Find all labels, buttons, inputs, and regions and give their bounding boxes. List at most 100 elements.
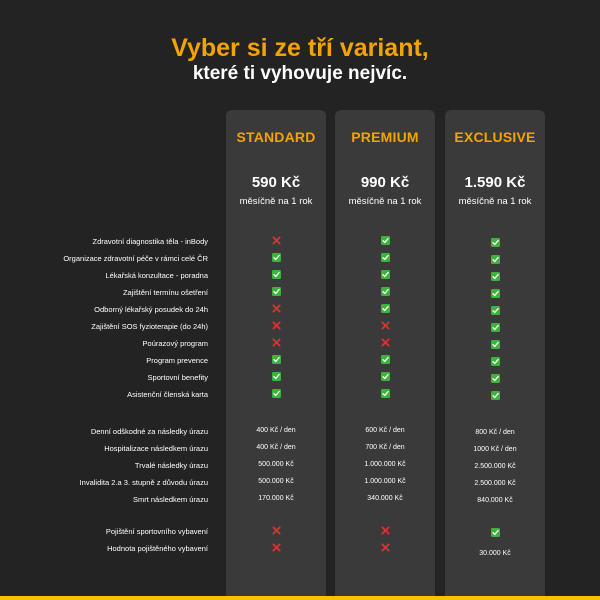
cross-icon bbox=[380, 543, 390, 552]
table-cell bbox=[226, 543, 326, 553]
row-label: Hospitalizace následkem úrazu bbox=[104, 444, 208, 453]
cross-icon bbox=[271, 543, 281, 552]
check-icon bbox=[490, 340, 500, 349]
check-icon bbox=[380, 287, 390, 296]
row-label: Hodnota pojištěného vybavení bbox=[107, 544, 208, 553]
check-icon bbox=[490, 289, 500, 298]
cross-icon bbox=[271, 321, 281, 330]
table-cell: 340.000 Kč bbox=[335, 494, 435, 504]
cell-value: 30.000 Kč bbox=[479, 550, 511, 557]
table-cell: 840.000 Kč bbox=[445, 496, 545, 506]
cell-value: 340.000 Kč bbox=[367, 495, 403, 502]
cell-value: 840.000 Kč bbox=[477, 497, 513, 504]
table-cell bbox=[445, 340, 545, 350]
table-cell bbox=[445, 306, 545, 316]
table-cell bbox=[226, 270, 326, 280]
row-label: Asistenční členská karta bbox=[127, 390, 208, 399]
row-label: Program prevence bbox=[146, 356, 208, 365]
cross-icon bbox=[380, 526, 390, 535]
cell-value: 600 Kč / den bbox=[365, 427, 405, 434]
cross-icon bbox=[380, 321, 390, 330]
cell-value: 500.000 Kč bbox=[258, 478, 294, 485]
check-icon bbox=[490, 391, 500, 400]
row-label: Lékařská konzultace - poradna bbox=[105, 271, 208, 280]
table-cell bbox=[226, 389, 326, 399]
table-cell bbox=[445, 289, 545, 299]
plan-column-premium[interactable]: PREMIUM 990 Kč měsíčně na 1 rok bbox=[335, 110, 435, 600]
table-cell: 1.000.000 Kč bbox=[335, 477, 435, 487]
plan-period: měsíčně na 1 rok bbox=[239, 196, 313, 207]
plan-column-exclusive[interactable]: EXCLUSIVE 1.590 Kč měsíčně na 1 rok bbox=[445, 110, 545, 600]
cross-icon bbox=[271, 338, 281, 347]
check-icon bbox=[271, 270, 281, 279]
table-cell bbox=[445, 528, 545, 538]
table-cell bbox=[335, 287, 435, 297]
table-cell bbox=[335, 321, 435, 331]
row-label: Organizace zdravotní péče v rámci celé Č… bbox=[63, 254, 208, 263]
check-icon bbox=[271, 355, 281, 364]
table-cell bbox=[226, 372, 326, 382]
row-label: Zdravotní diagnostika těla - inBody bbox=[92, 237, 208, 246]
check-icon bbox=[271, 389, 281, 398]
table-cell: 2.500.000 Kč bbox=[445, 462, 545, 472]
row-label: Zajištění termínu ošetření bbox=[122, 288, 208, 297]
check-icon bbox=[490, 255, 500, 264]
table-cell: 400 Kč / den bbox=[226, 426, 326, 436]
table-cell: 30.000 Kč bbox=[445, 549, 545, 559]
check-icon bbox=[490, 323, 500, 332]
headline-subtitle: které ti vyhovuje nejvíc. bbox=[192, 63, 408, 84]
check-icon bbox=[490, 528, 500, 537]
table-cell bbox=[335, 372, 435, 382]
check-icon bbox=[490, 238, 500, 247]
check-icon bbox=[490, 374, 500, 383]
table-cell bbox=[226, 338, 326, 348]
row-label: Sportovní benefity bbox=[147, 373, 208, 382]
plan-period: měsíčně na 1 rok bbox=[348, 196, 422, 207]
table-cell bbox=[335, 389, 435, 399]
check-icon bbox=[380, 270, 390, 279]
table-cell bbox=[445, 255, 545, 265]
check-icon bbox=[490, 306, 500, 315]
cell-value: 400 Kč / den bbox=[256, 444, 296, 451]
cell-value: 1.000.000 Kč bbox=[364, 461, 406, 468]
plan-price: 990 Kč bbox=[360, 174, 410, 191]
table-cell bbox=[226, 355, 326, 365]
row-label: Trvalé následky úrazu bbox=[134, 461, 208, 470]
plan-period: měsíčně na 1 rok bbox=[458, 196, 532, 207]
check-icon bbox=[380, 236, 390, 245]
cell-value: 400 Kč / den bbox=[256, 427, 296, 434]
plan-name: EXCLUSIVE bbox=[454, 129, 536, 145]
table-cell bbox=[335, 543, 435, 553]
table-cell: 500.000 Kč bbox=[226, 477, 326, 487]
cross-icon bbox=[271, 304, 281, 313]
plan-price: 1.590 Kč bbox=[464, 174, 526, 191]
check-icon bbox=[380, 372, 390, 381]
row-label: Denní odškodné za následky úrazu bbox=[90, 427, 208, 436]
plan-price: 590 Kč bbox=[251, 174, 301, 191]
table-cell bbox=[335, 355, 435, 365]
check-icon bbox=[271, 372, 281, 381]
cell-value: 800 Kč / den bbox=[475, 429, 515, 436]
check-icon bbox=[380, 389, 390, 398]
table-cell bbox=[335, 270, 435, 280]
check-icon bbox=[490, 357, 500, 366]
table-cell bbox=[445, 238, 545, 248]
check-icon bbox=[380, 253, 390, 262]
cell-value: 500.000 Kč bbox=[258, 461, 294, 468]
table-cell bbox=[335, 253, 435, 263]
cross-icon bbox=[271, 236, 281, 245]
table-cell: 1000 Kč / den bbox=[445, 445, 545, 455]
row-label: Zajištění SOS fyzioterapie (do 24h) bbox=[91, 322, 208, 331]
table-cell: 170.000 Kč bbox=[226, 494, 326, 504]
table-cell bbox=[335, 304, 435, 314]
table-cell bbox=[335, 338, 435, 348]
table-cell: 1.000.000 Kč bbox=[335, 460, 435, 470]
check-icon bbox=[380, 304, 390, 313]
row-label: Invalidita 2.a 3. stupně z důvodu úrazu bbox=[79, 478, 208, 487]
table-cell bbox=[226, 236, 326, 246]
cell-value: 170.000 Kč bbox=[258, 495, 294, 502]
table-cell bbox=[226, 526, 326, 536]
table-cell bbox=[445, 374, 545, 384]
check-icon bbox=[271, 287, 281, 296]
table-cell bbox=[335, 526, 435, 536]
